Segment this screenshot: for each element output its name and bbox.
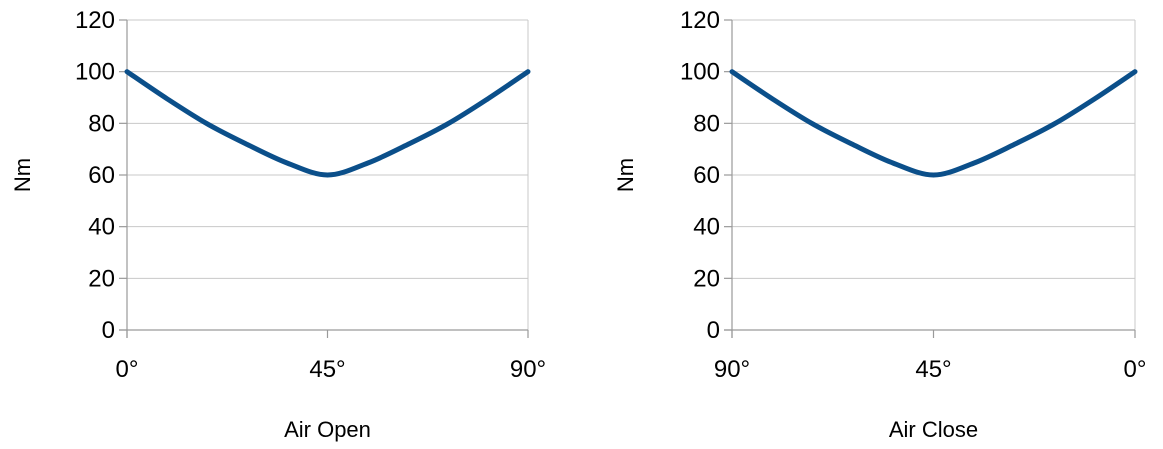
y-tick-label: 60 xyxy=(693,162,720,189)
x-tick-label: 90° xyxy=(714,356,750,383)
y-tick-label: 80 xyxy=(693,110,720,137)
x-axis-title: Air Close xyxy=(889,417,978,442)
y-tick-label: 60 xyxy=(88,162,115,189)
y-tick-label: 120 xyxy=(75,7,115,34)
y-tick-label: 40 xyxy=(693,214,720,241)
x-tick-label: 45° xyxy=(915,356,951,383)
y-tick-label: 120 xyxy=(680,7,720,34)
chart-panel-1: 0 20 40 60 80 100 120 0° 45° 90° Air Open Nm xyxy=(10,7,546,442)
y-axis-title: Nm xyxy=(613,158,638,192)
y-axis-title: Nm xyxy=(10,158,35,192)
x-tick-label: 0° xyxy=(1124,356,1147,383)
x-tick-label: 90° xyxy=(510,356,546,383)
y-tick-label: 20 xyxy=(693,265,720,292)
y-tick-label: 40 xyxy=(88,214,115,241)
series-line-1 xyxy=(729,69,1138,178)
x-axis-title: Air Open xyxy=(284,417,371,442)
series-line-1 xyxy=(124,69,531,178)
x-tick-label: 0° xyxy=(116,356,139,383)
y-tick-label: 0 xyxy=(102,317,115,344)
chart-panel-2: 0 20 40 60 80 100 120 90° 45° 0° Air Close Nm xyxy=(613,7,1146,442)
y-tick-label: 80 xyxy=(88,110,115,137)
y-tick-label: 0 xyxy=(707,317,720,344)
y-tick-label: 100 xyxy=(75,59,115,86)
x-tick-label: 45° xyxy=(309,356,345,383)
y-tick-label: 100 xyxy=(680,59,720,86)
y-tick-label: 20 xyxy=(88,265,115,292)
